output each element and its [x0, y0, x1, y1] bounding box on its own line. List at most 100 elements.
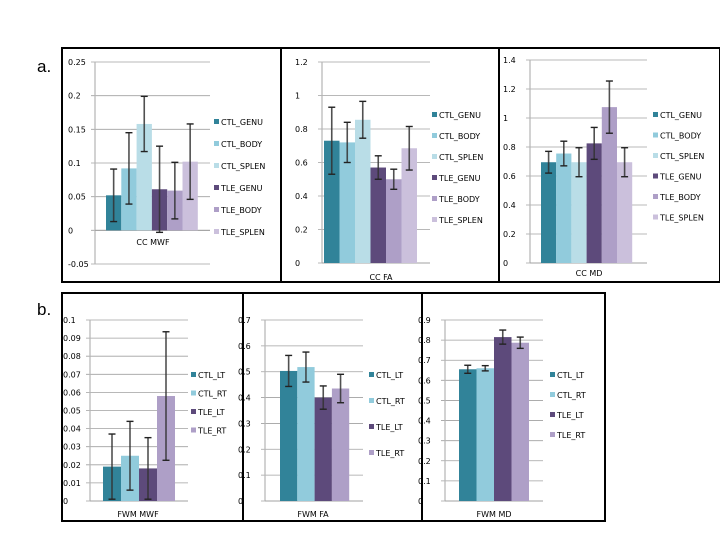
legend-swatch	[550, 412, 555, 417]
y-tick-label: 0.8	[418, 336, 431, 345]
legend-swatch	[432, 196, 437, 201]
legend-label: CTL_RT	[198, 390, 227, 399]
y-tick-label: 0.05	[68, 193, 86, 202]
bar-ctl-rt	[297, 367, 315, 501]
y-tick-label: 0.1	[418, 477, 431, 486]
legend-label: TLE_LT	[556, 411, 584, 420]
legend-label: TLE_SPLEN	[659, 214, 704, 223]
legend-label: CTL_BODY	[660, 132, 701, 141]
y-tick-label: 0.2	[503, 230, 516, 239]
y-tick-label: 1	[295, 92, 300, 101]
legend-swatch	[369, 424, 374, 429]
bar-ctl-splen	[136, 123, 152, 231]
legend-swatch	[432, 175, 437, 180]
legend-label: CTL_RT	[376, 397, 405, 406]
bar-tle-body	[386, 179, 402, 263]
y-tick-label: 0.1	[68, 159, 81, 168]
legend-swatch	[191, 427, 196, 433]
legend-swatch	[653, 153, 658, 158]
y-tick-label: 0.04	[63, 425, 81, 434]
y-tick-label: 0.6	[295, 159, 308, 168]
y-tick-label: -0.05	[68, 260, 89, 269]
legend-swatch	[191, 409, 196, 414]
legend-label: TLE_LT	[197, 408, 225, 417]
y-tick-label: 0.08	[63, 352, 81, 361]
y-tick-label: 0.6	[503, 172, 516, 181]
bar-ctl-splen	[355, 119, 371, 263]
y-tick-label: 1.2	[503, 85, 516, 94]
y-tick-label: 0.25	[68, 58, 86, 67]
legend-label: CTL_GENU	[439, 111, 481, 120]
legend-swatch	[214, 119, 219, 124]
legend-label: CTL_SPLEN	[439, 153, 483, 162]
y-tick-label: 0.8	[503, 143, 516, 152]
bar-tle-genu	[586, 143, 602, 263]
y-tick-label: 0	[238, 497, 243, 506]
legend-swatch	[214, 141, 219, 146]
y-tick-label: 0.7	[238, 316, 251, 325]
legend-swatch	[214, 185, 219, 190]
bar-ctl-genu	[324, 140, 340, 263]
y-tick-label: 1.2	[295, 58, 308, 67]
chart-cc-fa: 1.2 1 0.8 0.6 0.4 0.2 0 CTL_GENU CTL_BODY CTL_SPL…	[280, 47, 500, 283]
y-tick-label: 0.9	[418, 316, 431, 325]
x-axis-label: CC MWF	[136, 238, 170, 247]
y-tick-label: 0.4	[295, 192, 308, 201]
y-tick-label: 0	[295, 259, 300, 268]
legend-swatch	[653, 112, 658, 117]
bar-tle-lt	[494, 337, 512, 501]
y-tick-label: 1.4	[503, 56, 516, 65]
legend-label: TLE_BODY	[438, 195, 480, 204]
legend-label: TLE_RT	[197, 427, 226, 436]
y-tick-label: 0.6	[418, 376, 431, 385]
panel-label-b: b.	[37, 300, 52, 319]
legend-swatch	[550, 432, 555, 437]
legend-swatch	[369, 450, 374, 455]
legend-swatch	[432, 112, 437, 117]
legend-label: TLE_RT	[375, 449, 404, 458]
x-axis-label: FWM MWF	[117, 510, 159, 519]
legend-swatch	[653, 132, 658, 138]
panel-label-a: a.	[37, 57, 52, 76]
legend-swatch	[432, 217, 437, 222]
legend-label: TLE_GENU	[659, 173, 702, 182]
bar-ctl-lt	[280, 370, 298, 501]
y-tick-label: 0.05	[63, 407, 81, 416]
bar-tle-splen	[617, 162, 633, 263]
y-tick-label: 0.07	[63, 370, 81, 379]
legend-swatch	[432, 133, 437, 138]
y-tick-label: 0.09	[63, 334, 81, 343]
y-tick-label: 0	[418, 497, 423, 506]
y-tick-label: 0.5	[238, 368, 251, 377]
bar-tle-rt	[331, 388, 350, 501]
bar-ctl-lt	[459, 369, 477, 501]
chart-fwm-md: 0.9 0.8 0.7 0.6 0.5 0.4 0.3 0.2 0.1 0 CTL_LT CTL_RT…	[418, 292, 606, 522]
y-tick-label: 0.1	[63, 316, 76, 325]
legend-label: TLE_GENU	[438, 174, 481, 183]
legend-swatch	[432, 154, 437, 159]
y-tick-label: 0.15	[68, 125, 86, 134]
legend-label: CTL_BODY	[439, 132, 480, 141]
legend-swatch	[369, 398, 374, 403]
y-tick-label: 0.4	[503, 201, 516, 210]
legend-swatch	[214, 207, 219, 212]
legend-swatch	[550, 392, 555, 397]
legend-label: CTL_GENU	[221, 118, 263, 127]
bar-ctl-body	[339, 142, 355, 263]
x-axis-label: FWM FA	[297, 510, 329, 519]
legend-swatch	[214, 163, 219, 168]
legend-label: TLE_LT	[375, 423, 403, 432]
legend-label: TLE_BODY	[659, 193, 701, 202]
y-tick-label: 0.06	[63, 388, 81, 397]
y-tick-label: 0.7	[418, 356, 431, 365]
y-tick-label: 0.2	[295, 226, 308, 235]
y-tick-label: 0.3	[418, 437, 431, 446]
legend-label: CTL_LT	[376, 371, 403, 380]
chart-frame	[61, 47, 282, 283]
legend-label: TLE_SPLEN	[220, 228, 265, 237]
y-tick-label: 0.5	[418, 396, 431, 405]
legend-label: CTL_SPLEN	[660, 152, 704, 161]
bar-ctl-rt	[476, 368, 494, 501]
legend-label: CTL_GENU	[660, 111, 702, 120]
legend-swatch	[653, 173, 658, 179]
